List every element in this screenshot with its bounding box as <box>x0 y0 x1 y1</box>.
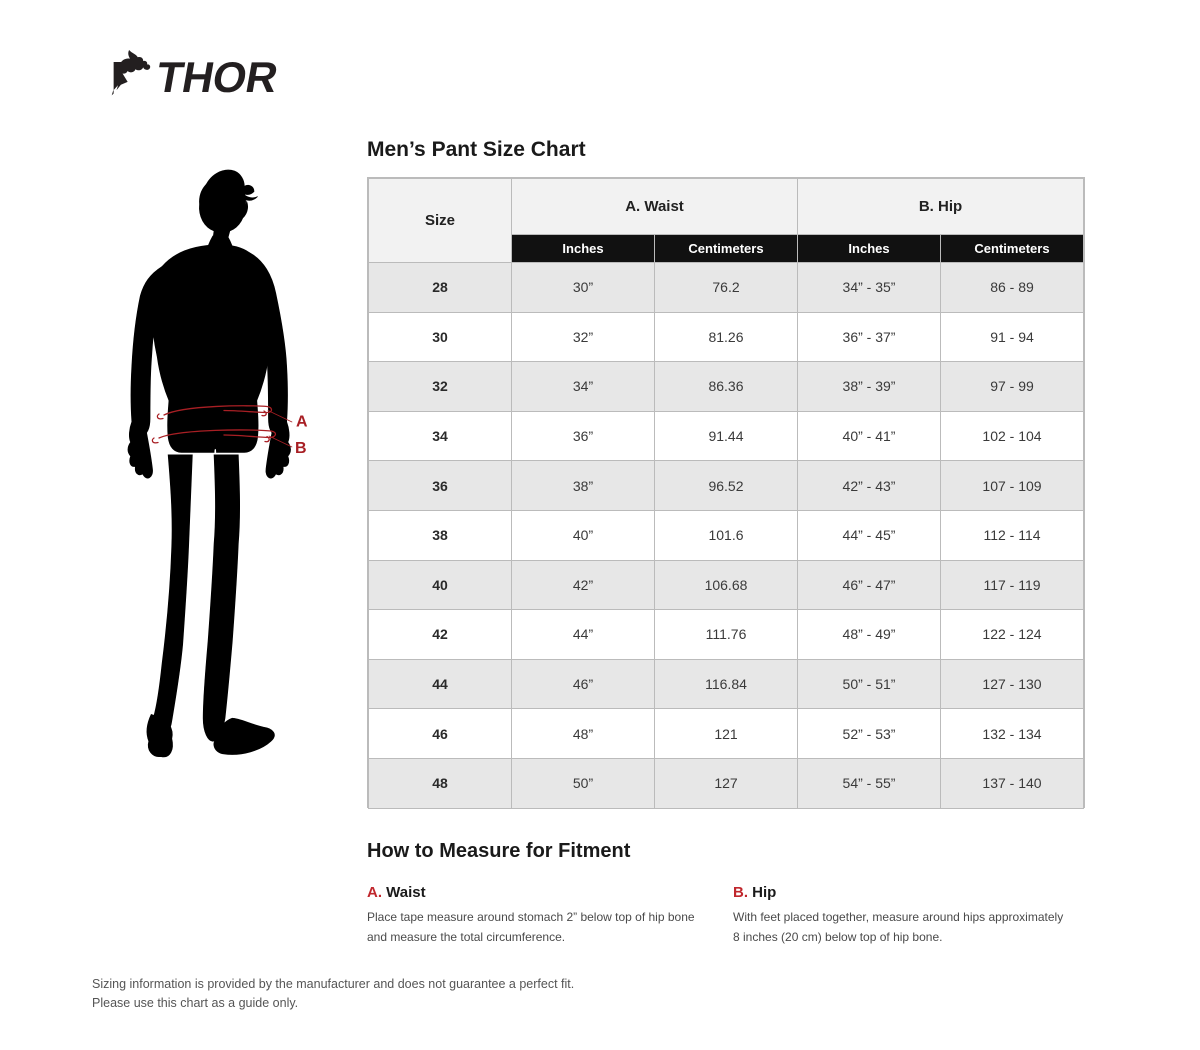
svg-text:A: A <box>296 414 308 431</box>
svg-text:B: B <box>295 440 307 457</box>
